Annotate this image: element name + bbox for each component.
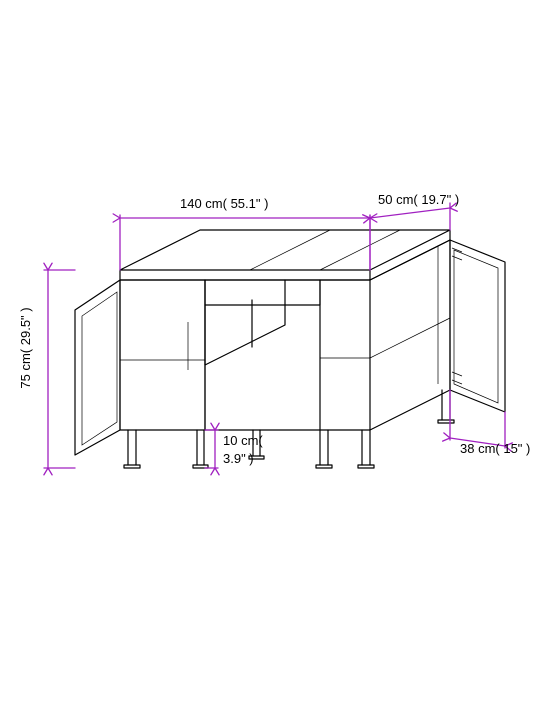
label-height: 75 cm( 29.5" )	[18, 307, 33, 388]
label-door: 38 cm( 15" )	[460, 441, 530, 456]
dimension-diagram: 140 cm( 55.1" ) 50 cm( 19.7" ) 75 cm( 29…	[0, 0, 540, 720]
label-leg-1: 10 cm(	[223, 433, 263, 448]
label-width: 140 cm( 55.1" )	[180, 196, 268, 211]
furniture-drawing	[75, 230, 505, 468]
label-leg-2: 3.9" )	[223, 451, 254, 466]
label-depth: 50 cm( 19.7" )	[378, 192, 459, 207]
